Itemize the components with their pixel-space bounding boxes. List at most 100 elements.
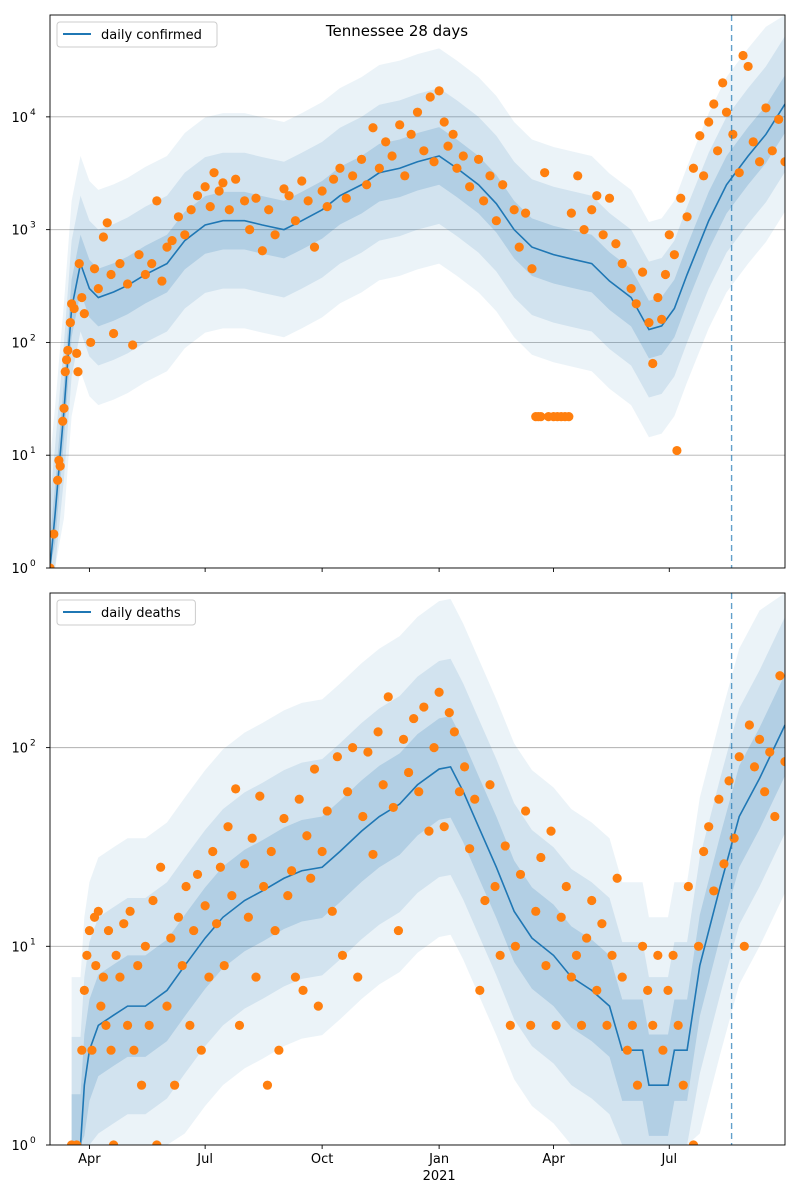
observed-point bbox=[363, 747, 373, 757]
observed-point bbox=[604, 193, 615, 203]
uncertainty-band bbox=[50, 36, 785, 568]
observed-point bbox=[156, 862, 166, 872]
plot-area bbox=[50, 593, 785, 1145]
observed-point bbox=[657, 314, 667, 325]
observed-point bbox=[653, 292, 663, 303]
y-tick-exponent: 3 bbox=[30, 221, 36, 231]
observed-point bbox=[306, 873, 316, 883]
observed-point bbox=[409, 713, 419, 724]
observed-point bbox=[695, 131, 705, 141]
observed-point bbox=[157, 276, 167, 286]
observed-point bbox=[332, 752, 342, 762]
observed-point bbox=[368, 123, 378, 133]
observed-point bbox=[251, 193, 261, 203]
observed-point bbox=[205, 202, 215, 212]
observed-point bbox=[111, 950, 121, 960]
x-axis: Apr Jul Oct Jan Apr Jul 2021 bbox=[78, 1152, 677, 1184]
observed-point bbox=[612, 873, 622, 883]
observed-point bbox=[648, 358, 658, 369]
observed-point bbox=[449, 727, 459, 737]
uncertainty-band bbox=[71, 616, 785, 1145]
observed-point bbox=[592, 985, 602, 995]
observed-point bbox=[298, 985, 308, 995]
observed-point bbox=[419, 146, 429, 156]
observed-point bbox=[573, 171, 583, 181]
observed-point bbox=[73, 367, 83, 377]
observed-point bbox=[465, 182, 475, 192]
observed-point bbox=[714, 794, 724, 804]
observed-point bbox=[566, 972, 576, 982]
observed-point bbox=[63, 345, 73, 355]
observed-point bbox=[419, 702, 429, 712]
observed-point bbox=[335, 163, 345, 173]
observed-point bbox=[669, 250, 679, 260]
observed-point bbox=[84, 925, 95, 936]
observed-point bbox=[108, 328, 119, 339]
uncertainty-band bbox=[71, 593, 785, 1145]
observed-point bbox=[274, 1045, 284, 1055]
uncertainty-band bbox=[50, 15, 785, 568]
observed-point bbox=[204, 972, 214, 982]
observed-point bbox=[342, 787, 353, 797]
observed-point bbox=[490, 881, 500, 892]
observed-point bbox=[374, 163, 384, 173]
y-tick-label: 10 bbox=[11, 449, 28, 464]
observed-point bbox=[393, 925, 404, 936]
figure-title: Tennessee 28 days bbox=[325, 22, 468, 40]
x-tick-label: Jul bbox=[196, 1152, 213, 1167]
observed-point bbox=[551, 1020, 561, 1030]
observed-point bbox=[728, 129, 738, 139]
observed-point bbox=[760, 787, 770, 797]
legend-label: daily deaths bbox=[101, 606, 181, 621]
x-tick-label: Apr bbox=[78, 1152, 101, 1167]
observed-point bbox=[106, 269, 116, 280]
observed-point bbox=[526, 1020, 536, 1030]
y-tick-exponent: 1 bbox=[30, 937, 36, 947]
observed-point bbox=[561, 881, 571, 892]
y-tick-exponent: 0 bbox=[30, 1136, 36, 1146]
observed-point bbox=[353, 972, 363, 982]
observed-point bbox=[509, 205, 519, 215]
observed-point bbox=[587, 895, 597, 906]
observed-point bbox=[688, 163, 699, 173]
observed-point bbox=[259, 881, 269, 892]
observed-point bbox=[266, 846, 276, 857]
observed-point bbox=[189, 925, 199, 936]
median-line bbox=[50, 103, 785, 568]
observed-point bbox=[356, 154, 367, 164]
observed-point bbox=[50, 563, 55, 568]
observed-point bbox=[683, 881, 693, 892]
observed-point bbox=[395, 120, 405, 130]
observed-point bbox=[454, 787, 465, 797]
observed-point bbox=[82, 950, 92, 960]
y-tick-label: 10 bbox=[11, 742, 28, 757]
observed-point bbox=[576, 1020, 587, 1030]
observed-point bbox=[748, 137, 758, 147]
observed-point bbox=[362, 180, 372, 190]
observed-point bbox=[87, 1045, 97, 1055]
observed-point bbox=[147, 258, 157, 269]
observed-point bbox=[239, 196, 250, 206]
observed-point bbox=[434, 86, 444, 96]
observed-point bbox=[653, 950, 663, 960]
observed-point bbox=[637, 941, 648, 951]
observed-point bbox=[780, 757, 785, 767]
observed-point bbox=[664, 230, 674, 240]
observed-point bbox=[102, 218, 112, 228]
observed-point bbox=[231, 784, 241, 794]
observed-point bbox=[50, 529, 59, 539]
observed-point bbox=[571, 950, 582, 960]
observed-point bbox=[279, 184, 289, 194]
observed-point bbox=[287, 866, 297, 876]
observed-point bbox=[173, 912, 184, 922]
observed-point bbox=[505, 1020, 515, 1030]
observed-point bbox=[91, 960, 101, 971]
observed-point bbox=[219, 960, 229, 971]
observed-point bbox=[322, 202, 332, 212]
observed-point bbox=[65, 317, 75, 328]
observed-point bbox=[556, 912, 566, 922]
observed-point bbox=[743, 61, 753, 72]
y-tick-exponent: 1 bbox=[30, 446, 36, 456]
observed-point bbox=[270, 230, 280, 240]
